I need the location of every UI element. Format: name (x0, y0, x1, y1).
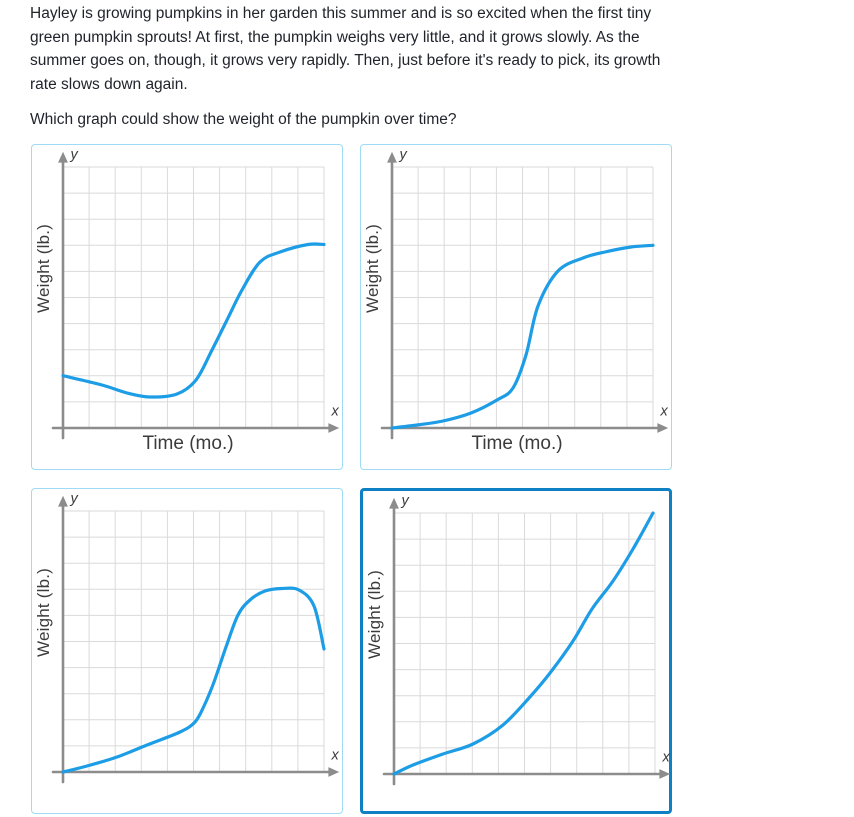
svg-text:y: y (401, 493, 410, 509)
svg-text:x: x (662, 750, 671, 766)
svg-text:x: x (660, 404, 669, 420)
svg-text:x: x (331, 748, 340, 764)
svg-text:y: y (70, 491, 79, 507)
svg-text:y: y (70, 147, 79, 163)
svg-text:y: y (399, 147, 408, 163)
svg-text:x: x (331, 404, 340, 420)
